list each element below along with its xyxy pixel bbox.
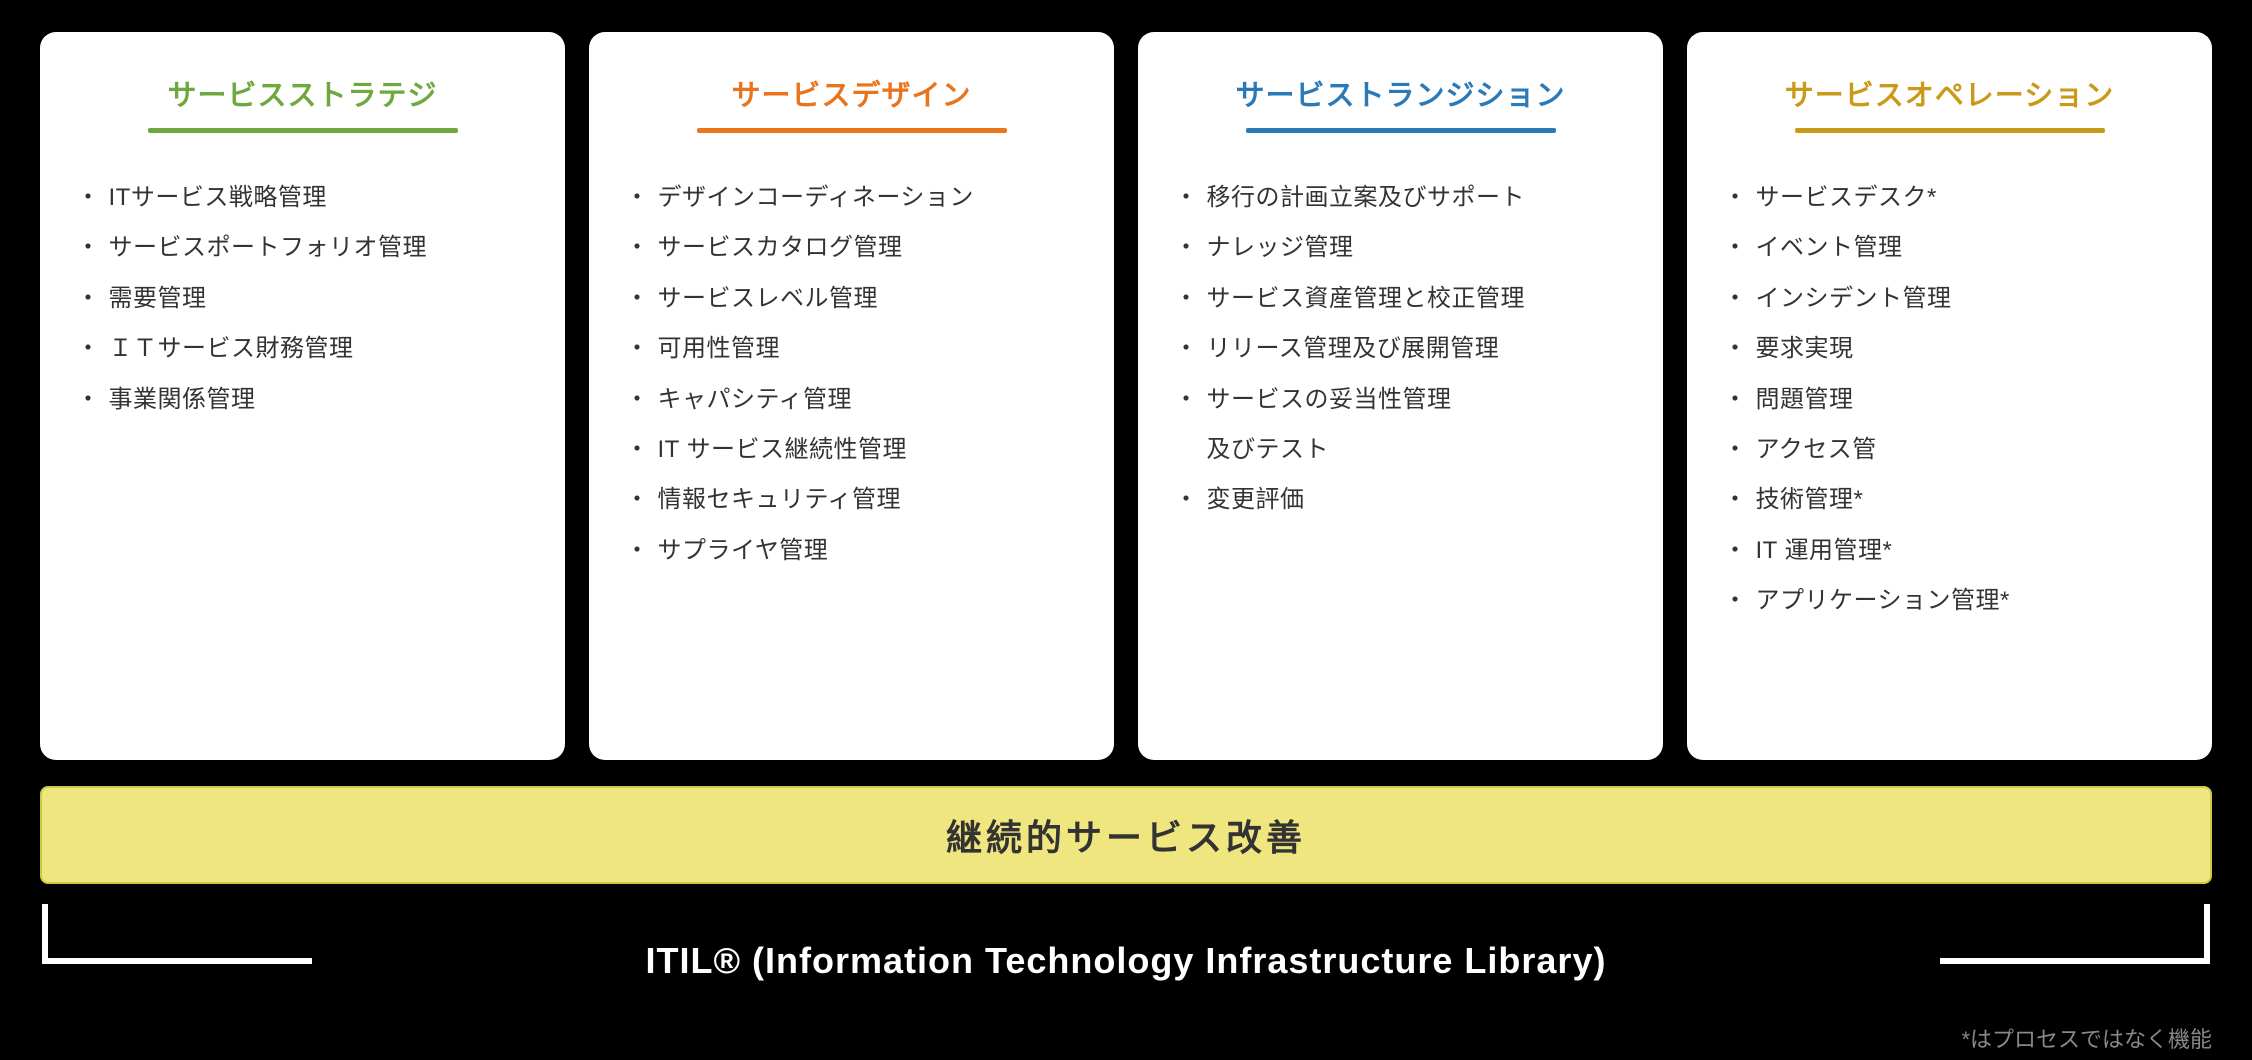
list-item: ・デザインコーディネーション <box>625 173 1078 223</box>
list-item: ・技術管理* <box>1723 475 2176 525</box>
card-service-design: サービスデザイン ・デザインコーディネーション ・サービスカタログ管理 ・サービ… <box>589 32 1114 760</box>
card-service-transition: サービストランジション ・移行の計画立案及びサポート ・ナレッジ管理 ・サービス… <box>1138 32 1663 760</box>
list-item: ・インシデント管理 <box>1723 274 2176 324</box>
list-item: ・事業関係管理 <box>76 375 529 425</box>
list-item: ・問題管理 <box>1723 375 2176 425</box>
list-item: ・アクセス管 <box>1723 425 2176 475</box>
list-item: ・可用性管理 <box>625 324 1078 374</box>
card-title: サービスオペレーション <box>1723 72 2176 128</box>
list-item: ・要求実現 <box>1723 324 2176 374</box>
list-item: ・サービスカタログ管理 <box>625 223 1078 273</box>
list-item: ・リリース管理及び展開管理 <box>1174 324 1627 374</box>
card-title: サービスストラテジ <box>76 72 529 128</box>
card-list: ・デザインコーディネーション ・サービスカタログ管理 ・サービスレベル管理 ・可… <box>625 173 1078 576</box>
card-title: サービストランジション <box>1174 72 1627 128</box>
list-item: ・変更評価 <box>1174 475 1627 525</box>
csi-label: 継続的サービス改善 <box>946 809 1306 861</box>
bracket-left-icon <box>42 904 312 964</box>
card-underline <box>697 128 1007 133</box>
card-list: ・サービスデスク* ・イベント管理 ・インシデント管理 ・要求実現 ・問題管理 … <box>1723 173 2176 627</box>
list-item: ・サプライヤ管理 <box>625 526 1078 576</box>
cards-row: サービスストラテジ ・ ITサービス戦略管理 ・サービスポートフォリオ管理 ・需… <box>0 0 2252 760</box>
list-item: ・サービスレベル管理 <box>625 274 1078 324</box>
list-item: ・ IT 運用管理* <box>1723 526 2176 576</box>
card-service-strategy: サービスストラテジ ・ ITサービス戦略管理 ・サービスポートフォリオ管理 ・需… <box>40 32 565 760</box>
list-item: ・需要管理 <box>76 274 529 324</box>
list-item: ・ＩＴサービス財務管理 <box>76 324 529 374</box>
list-item: ・ナレッジ管理 <box>1174 223 1627 273</box>
list-item: ・サービスの妥当性管理 及びテスト <box>1174 375 1627 476</box>
list-item: ・ ITサービス戦略管理 <box>76 173 529 223</box>
list-item: ・キャパシティ管理 <box>625 375 1078 425</box>
list-item: ・サービス資産管理と校正管理 <box>1174 274 1627 324</box>
list-item: ・アプリケーション管理* <box>1723 576 2176 626</box>
card-underline <box>148 128 458 133</box>
card-list: ・ ITサービス戦略管理 ・サービスポートフォリオ管理 ・需要管理 ・ＩＴサービ… <box>76 173 529 425</box>
csi-bar: 継続的サービス改善 <box>40 786 2212 884</box>
card-service-operation: サービスオペレーション ・サービスデスク* ・イベント管理 ・インシデント管理 … <box>1687 32 2212 760</box>
list-item: ・情報セキュリティ管理 <box>625 475 1078 525</box>
bracket-right-icon <box>1940 904 2210 964</box>
card-list: ・移行の計画立案及びサポート ・ナレッジ管理 ・サービス資産管理と校正管理 ・リ… <box>1174 173 1627 526</box>
list-item: ・移行の計画立案及びサポート <box>1174 173 1627 223</box>
card-title: サービスデザイン <box>625 72 1078 128</box>
list-item: ・サービスポートフォリオ管理 <box>76 223 529 273</box>
bracket-label: ITIL® (Information Technology Infrastruc… <box>622 940 1631 982</box>
list-item: ・ IT サービス継続性管理 <box>625 425 1078 475</box>
card-underline <box>1246 128 1556 133</box>
footnote: *はプロセスではなく機能 <box>1961 1022 2212 1054</box>
card-underline <box>1795 128 2105 133</box>
bracket-row: ITIL® (Information Technology Infrastruc… <box>40 904 2212 994</box>
list-item: ・サービスデスク* <box>1723 173 2176 223</box>
list-item: ・イベント管理 <box>1723 223 2176 273</box>
